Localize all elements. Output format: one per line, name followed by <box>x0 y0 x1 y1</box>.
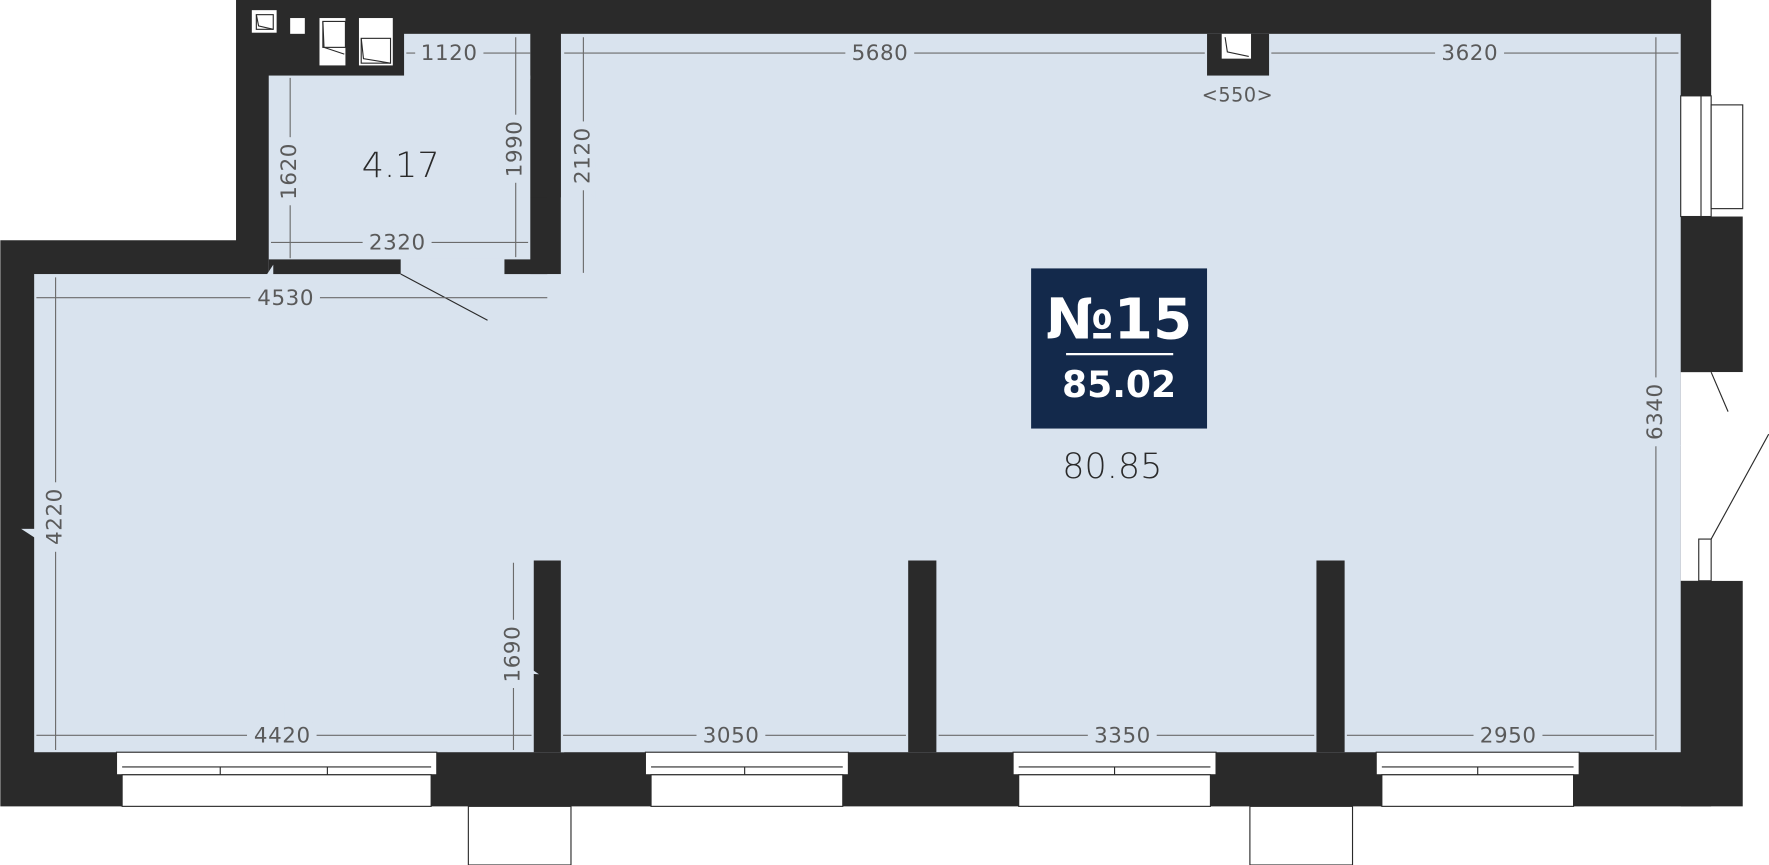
dimension-label: 4420 <box>254 723 311 748</box>
column <box>908 560 937 753</box>
dimension-label: <550> <box>1202 83 1274 106</box>
entrance-door-opening <box>1680 372 1749 581</box>
right-wall-segment <box>1680 580 1743 807</box>
partition-wall <box>530 33 561 198</box>
dimension-label: 5680 <box>852 41 909 66</box>
column <box>533 560 561 753</box>
dimension-label: 1120 <box>421 41 478 66</box>
door-frame <box>1698 538 1712 582</box>
balcony-outline <box>1249 805 1354 865</box>
door-leaf <box>1710 433 1769 540</box>
dimension-label: 6340 <box>1643 383 1668 440</box>
dimension-label: 2950 <box>1480 723 1537 748</box>
dimension-label: 3050 <box>703 723 760 748</box>
right-wall-segment <box>1680 216 1743 373</box>
dimension-label: 1990 <box>503 120 528 177</box>
bathroom-door-opening <box>400 258 505 277</box>
dimension-label: 4530 <box>257 286 314 311</box>
apartment-number: №15 <box>1046 287 1192 352</box>
partition-wall <box>530 197 548 275</box>
total-area: 85.02 <box>1062 364 1176 406</box>
dimension-label: 3350 <box>1094 723 1151 748</box>
main-room-area: 80.85 <box>1062 447 1162 487</box>
bathroom-floor <box>268 75 531 275</box>
dimension-label: 3620 <box>1441 41 1498 66</box>
dimension-label: 1690 <box>500 626 525 683</box>
main-room-floor <box>34 274 565 753</box>
balcony-outline <box>467 805 572 865</box>
bottom-windows <box>115 751 1580 807</box>
bathroom-floor <box>404 33 531 79</box>
dimension-label: 2120 <box>570 127 595 184</box>
vent-shafts <box>251 10 1249 66</box>
bathroom-wall <box>268 259 401 275</box>
right-window <box>1680 95 1744 218</box>
dimension-label: 2320 <box>369 231 426 256</box>
bathroom-area: 4.17 <box>362 146 440 186</box>
dimension-label: 1620 <box>277 143 302 200</box>
dimension-lines <box>36 37 1679 750</box>
door-swing <box>1710 371 1729 412</box>
dimension-label: 4220 <box>43 488 68 545</box>
column <box>1316 560 1345 753</box>
apartment-badge: №15 85.02 <box>1031 268 1208 429</box>
badge-background <box>1031 268 1208 429</box>
